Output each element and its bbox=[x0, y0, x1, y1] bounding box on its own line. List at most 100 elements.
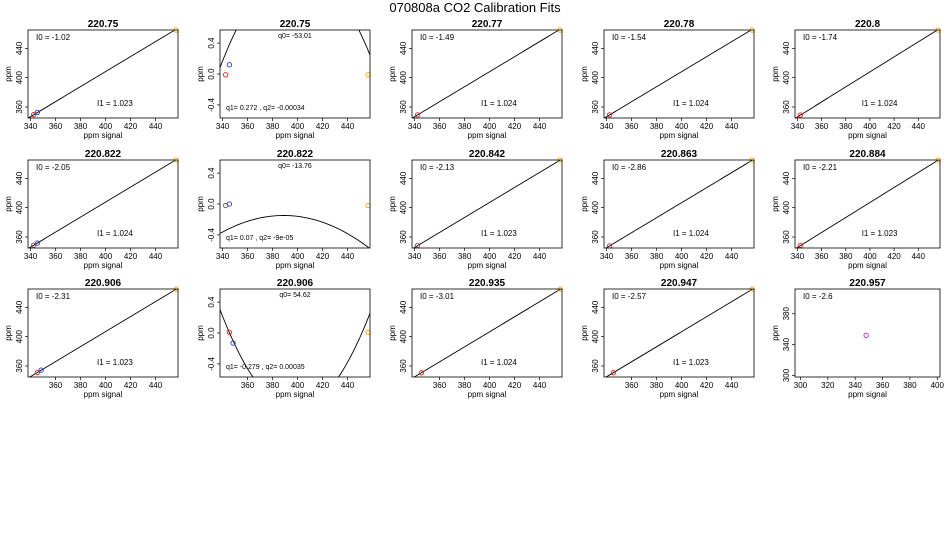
y-tick-label: 400 bbox=[15, 70, 24, 84]
data-point bbox=[38, 367, 44, 373]
panel-2: 220.75 340 360 380 400 420 440 -0.4 0.0 0.4 ppm si… bbox=[196, 19, 371, 140]
x-tick-label: 380 bbox=[650, 252, 664, 261]
fit-param-label: I1 = 1.023 bbox=[481, 229, 517, 238]
x-tick-label: 420 bbox=[316, 381, 330, 390]
fit-param-label: I1 = 1.023 bbox=[673, 358, 709, 367]
plot-frame bbox=[603, 288, 755, 378]
x-tick-label: 340 bbox=[24, 122, 38, 131]
x-tick-label: 340 bbox=[408, 122, 422, 131]
fit-param-label: I1 = 1.024 bbox=[97, 229, 133, 238]
x-tick-label: 440 bbox=[533, 381, 547, 390]
fit-param-label: I0 = -2.21 bbox=[803, 163, 838, 172]
x-tick-label: 420 bbox=[124, 252, 138, 261]
y-tick-label: 0.4 bbox=[207, 296, 216, 308]
plot-frame bbox=[794, 29, 941, 119]
x-axis-label: ppm signal bbox=[848, 390, 887, 399]
x-axis-label: ppm signal bbox=[276, 131, 315, 140]
y-tick-label: 440 bbox=[591, 171, 600, 185]
x-tick-label: 360 bbox=[241, 381, 255, 390]
fit-param-label: I0 = -2.31 bbox=[36, 292, 71, 301]
fit-line bbox=[29, 289, 178, 377]
fit-param-label: q1= -0.279 , q2= 0.00035 bbox=[226, 364, 305, 371]
data-point bbox=[34, 109, 41, 116]
y-tick-label: 360 bbox=[591, 100, 600, 114]
y-tick-label: 440 bbox=[782, 171, 791, 185]
x-tick-label: 420 bbox=[124, 381, 138, 390]
x-tick-label: 380 bbox=[74, 122, 88, 131]
fit-param-label: I0 = -1.54 bbox=[612, 33, 647, 42]
x-tick-label: 400 bbox=[863, 252, 877, 261]
plot-frame bbox=[411, 29, 563, 119]
fit-param-label: I0 = -1.02 bbox=[36, 33, 71, 42]
fit-line bbox=[220, 309, 370, 377]
x-axis-label: ppm signal bbox=[848, 261, 887, 270]
fit-param-label: I0 = -2.05 bbox=[36, 163, 71, 172]
x-tick-label: 420 bbox=[124, 122, 138, 131]
data-point bbox=[30, 242, 37, 248]
y-tick-label: 0.4 bbox=[207, 37, 216, 49]
y-tick-label: 360 bbox=[15, 359, 24, 373]
y-tick-label: 400 bbox=[399, 70, 408, 84]
fit-param-label: I1 = 1.024 bbox=[862, 99, 898, 108]
y-axis-label: ppm bbox=[771, 325, 780, 341]
y-axis-label: ppm bbox=[388, 66, 397, 82]
y-tick-label: 440 bbox=[782, 41, 791, 55]
data-point bbox=[418, 370, 425, 376]
plot-frame bbox=[794, 159, 941, 249]
y-axis-label: ppm bbox=[196, 325, 205, 341]
x-tick-label: 400 bbox=[483, 381, 497, 390]
x-tick-label: 400 bbox=[291, 252, 305, 261]
x-tick-label: 340 bbox=[791, 252, 805, 261]
y-axis-label: ppm bbox=[580, 325, 589, 341]
panel-15: 220.957 300 320 340 360 380 400 300 340 380 ppm si… bbox=[771, 278, 944, 399]
x-tick-label: 380 bbox=[903, 381, 917, 390]
data-point bbox=[230, 340, 236, 346]
fit-param-label: q1= 0.272 , q2= -0.00034 bbox=[226, 105, 305, 112]
y-tick-label: 440 bbox=[15, 171, 24, 185]
panel-title: 220.8 bbox=[855, 19, 880, 30]
x-tick-label: 440 bbox=[725, 122, 739, 131]
x-tick-label: 360 bbox=[625, 381, 639, 390]
y-axis-label: ppm bbox=[580, 196, 589, 212]
x-axis-label: ppm signal bbox=[84, 390, 123, 399]
fit-param-label: I1 = 1.024 bbox=[481, 99, 517, 108]
y-tick-label: 360 bbox=[399, 230, 408, 244]
fit-param-label: I0 = -2.13 bbox=[420, 163, 455, 172]
x-tick-label: 420 bbox=[887, 122, 901, 131]
y-tick-label: 440 bbox=[591, 41, 600, 55]
y-axis-label: ppm bbox=[196, 196, 205, 212]
x-tick-label: 400 bbox=[291, 381, 305, 390]
x-axis-label: ppm signal bbox=[660, 390, 699, 399]
data-point bbox=[30, 112, 37, 118]
y-axis-label: ppm bbox=[4, 196, 13, 212]
x-tick-label: 440 bbox=[533, 252, 547, 261]
y-tick-label: 400 bbox=[782, 70, 791, 84]
panel-14: 220.947 360 380 400 420 440 360 400 440 ppm signa… bbox=[580, 278, 755, 399]
data-point bbox=[226, 329, 233, 335]
x-tick-label: 360 bbox=[49, 252, 63, 261]
fit-param-label: I0 = -2.86 bbox=[612, 163, 647, 172]
fit-line bbox=[795, 30, 939, 118]
x-tick-label: 360 bbox=[815, 252, 829, 261]
x-axis-label: ppm signal bbox=[660, 131, 699, 140]
x-tick-label: 360 bbox=[625, 122, 639, 131]
x-tick-label: 380 bbox=[74, 252, 88, 261]
fit-param-label: I1 = 1.024 bbox=[673, 229, 709, 238]
y-tick-label: -0.4 bbox=[207, 356, 216, 370]
y-tick-label: -0.4 bbox=[207, 227, 216, 241]
x-tick-label: 360 bbox=[876, 381, 890, 390]
x-tick-label: 420 bbox=[316, 252, 330, 261]
panel-7: 220.822 340 360 380 400 420 440 -0.4 0.0 0.4 ppm s… bbox=[196, 149, 371, 270]
y-tick-label: 300 bbox=[782, 368, 791, 382]
x-tick-label: 360 bbox=[433, 122, 447, 131]
fit-param-label: q0= 54.62 bbox=[279, 292, 310, 299]
y-tick-label: 400 bbox=[591, 70, 600, 84]
data-point bbox=[226, 62, 233, 68]
x-tick-label: 340 bbox=[216, 252, 230, 261]
x-tick-label: 360 bbox=[815, 122, 829, 131]
x-tick-label: 440 bbox=[341, 252, 355, 261]
x-tick-label: 400 bbox=[483, 122, 497, 131]
